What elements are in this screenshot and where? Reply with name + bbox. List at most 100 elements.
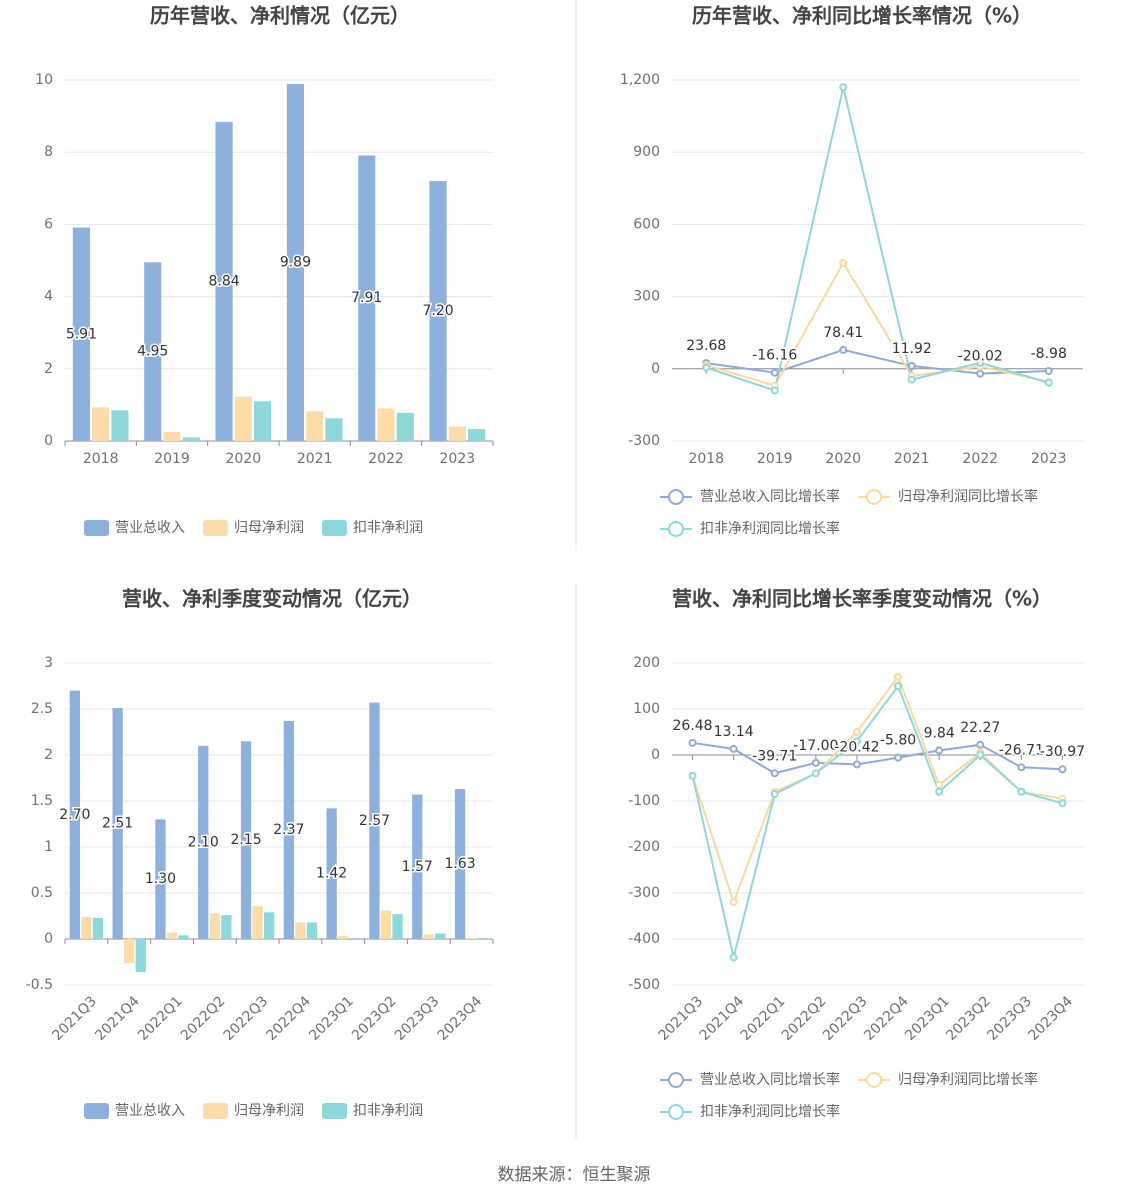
- x-tick-label: 2023Q4: [435, 993, 486, 1044]
- legend-marker: [668, 1104, 684, 1120]
- point: [839, 345, 848, 354]
- data-label: 2.57: [359, 813, 390, 829]
- bar: [358, 155, 376, 441]
- bar: [144, 262, 162, 441]
- bar: [448, 426, 466, 441]
- bar: [283, 720, 294, 939]
- point: [729, 898, 738, 907]
- point: [976, 358, 985, 367]
- x-tick-label: 2023Q3: [984, 993, 1035, 1044]
- data-label: 1.57: [402, 859, 433, 875]
- data-label: -5.80: [880, 733, 916, 749]
- legend-label: 营业总收入: [115, 520, 185, 536]
- x-tick-label: 2021Q3: [656, 993, 707, 1044]
- chart-title: 营收、净利季度变动情况（亿元）: [122, 587, 422, 611]
- y-tick-label: 0: [651, 361, 660, 377]
- legend-label: 营业总收入同比增长率: [700, 1071, 840, 1088]
- bar: [81, 916, 92, 939]
- y-tick-label: 8: [44, 144, 53, 160]
- data-label: -20.02: [958, 349, 1003, 365]
- y-tick-label: 1.5: [31, 793, 53, 809]
- bar: [338, 936, 349, 939]
- bar: [254, 401, 272, 441]
- y-tick-label: -100: [628, 793, 660, 809]
- point: [729, 744, 738, 753]
- x-tick-label: 2019: [757, 451, 793, 467]
- y-tick-label: 900: [633, 144, 660, 160]
- bar: [306, 922, 318, 939]
- data-label: 1.63: [444, 856, 475, 872]
- bar: [111, 410, 129, 441]
- legend-label: 归母净利润: [234, 519, 304, 536]
- bar: [264, 912, 275, 939]
- bar: [92, 917, 104, 939]
- bar: [478, 938, 489, 939]
- y-tick-label: 4: [44, 289, 53, 305]
- data-label: 8.84: [208, 273, 239, 289]
- point: [729, 953, 738, 962]
- bar: [135, 939, 146, 973]
- data-label: 11.92: [892, 341, 932, 357]
- data-label: 7.91: [351, 290, 382, 306]
- bar: [198, 745, 209, 939]
- point: [852, 737, 861, 746]
- x-tick-label: 2023Q3: [392, 993, 443, 1044]
- x-tick-label: 2021: [894, 451, 930, 467]
- bar: [178, 935, 189, 939]
- point: [976, 751, 985, 759]
- line: [705, 86, 1050, 392]
- x-tick-label: 2023Q1: [902, 993, 953, 1044]
- legend-label: 归母净利润同比增长率: [898, 1071, 1038, 1088]
- line: [691, 674, 1063, 906]
- legend-label: 扣非净利润同比增长率: [700, 520, 840, 537]
- data-label: -20.42: [834, 739, 879, 755]
- y-tick-label: 2: [44, 747, 53, 763]
- bar: [252, 905, 263, 939]
- bar: [429, 181, 447, 441]
- y-tick-label: 3: [44, 655, 53, 671]
- point: [935, 780, 944, 789]
- legend-swatch: [322, 1103, 347, 1119]
- x-tick-label: 2022: [368, 451, 404, 467]
- legend-label: 营业总收入同比增长率: [700, 488, 840, 505]
- point: [1058, 765, 1067, 774]
- legend-swatch: [84, 520, 109, 536]
- y-tick-label: 1: [44, 839, 53, 855]
- bar: [377, 408, 395, 441]
- data-label: -39.71: [752, 748, 797, 764]
- x-tick-label: 2022Q1: [135, 993, 186, 1044]
- bar: [325, 418, 343, 441]
- data-label: 23.68: [686, 338, 726, 354]
- bar: [435, 933, 446, 939]
- point: [907, 361, 916, 370]
- point: [811, 758, 820, 767]
- y-tick-label: 2: [44, 361, 53, 377]
- x-tick-label: 2022Q1: [738, 993, 789, 1044]
- bar: [286, 83, 304, 441]
- bar: [392, 914, 403, 939]
- x-tick-label: 2018: [688, 451, 724, 467]
- data-label: -30.97: [1040, 744, 1085, 760]
- data-label: 1.30: [145, 871, 176, 887]
- legend-label: 归母净利润: [234, 1102, 304, 1119]
- legend-marker: [866, 1072, 882, 1088]
- x-tick-label: 2021: [297, 451, 333, 467]
- legend-marker: [668, 1072, 684, 1088]
- y-tick-label: -0.5: [26, 977, 53, 993]
- data-label: 2.10: [188, 834, 219, 850]
- data-label: 13.14: [714, 724, 754, 740]
- data-label: 5.91: [66, 326, 97, 342]
- point: [976, 369, 985, 378]
- chart-title: 营收、净利同比增长率季度变动情况（%）: [672, 587, 1052, 611]
- x-tick-label: 2023: [1031, 451, 1067, 467]
- legend-marker: [668, 489, 684, 505]
- data-label: -26.71: [999, 742, 1044, 758]
- point: [976, 740, 985, 749]
- bar: [412, 794, 423, 939]
- x-tick-label: 2020: [825, 451, 861, 467]
- legend-label: 扣非净利润同比增长率: [700, 1103, 840, 1120]
- point: [935, 787, 944, 796]
- point: [688, 771, 697, 780]
- x-tick-label: 2022Q3: [820, 993, 871, 1044]
- bar: [166, 932, 178, 939]
